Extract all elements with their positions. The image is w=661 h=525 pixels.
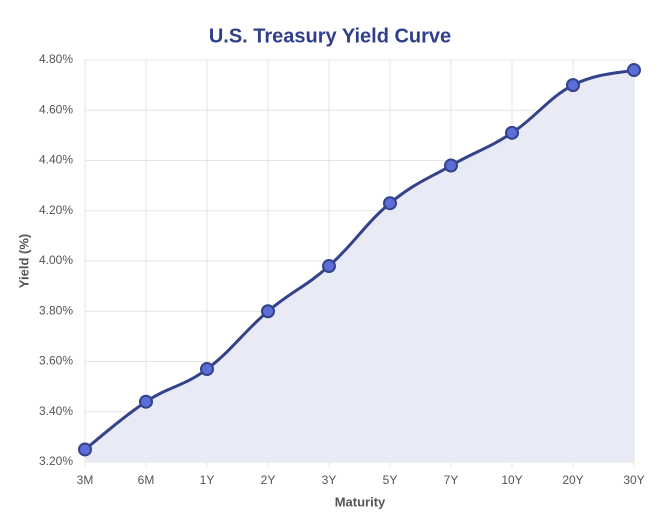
x-tick-label: 2Y: [261, 473, 276, 487]
y-tick-label: 3.20%: [39, 454, 73, 468]
x-axis-title: Maturity: [335, 494, 386, 509]
y-tick-label: 4.00%: [39, 253, 73, 267]
y-tick-label: 3.80%: [39, 303, 73, 317]
x-tick-label: 3Y: [322, 473, 337, 487]
point: [261, 304, 275, 319]
point: [444, 158, 458, 173]
x-tick-label: 10Y: [501, 473, 522, 487]
x-tick-label: 1Y: [200, 473, 215, 487]
y-tick-label: 3.60%: [39, 354, 73, 368]
point: [505, 125, 519, 140]
y-tick-label: 4.60%: [39, 102, 73, 116]
point: [78, 442, 92, 457]
point: [322, 259, 336, 274]
x-tick-label: 7Y: [444, 473, 459, 487]
y-tick-label: 4.20%: [39, 203, 73, 217]
x-tick-label: 6M: [138, 473, 155, 487]
line: [84, 68, 635, 451]
point: [383, 196, 397, 211]
y-tick-label: 3.40%: [39, 404, 73, 418]
area: [85, 70, 634, 463]
point: [200, 362, 214, 377]
point: [139, 394, 153, 409]
point: [566, 78, 580, 93]
y-tick-label: 4.80%: [39, 52, 73, 66]
x-tick-label: 3M: [77, 473, 94, 487]
point: [627, 63, 641, 78]
x-tick-label: 20Y: [562, 473, 583, 487]
x-tick-label: 30Y: [623, 473, 644, 487]
chart-title: U.S. Treasury Yield Curve: [209, 25, 451, 47]
x-tick-label: 5Y: [383, 473, 398, 487]
y-axis-title: Yield (%): [16, 234, 31, 288]
y-tick-label: 4.40%: [39, 153, 73, 167]
